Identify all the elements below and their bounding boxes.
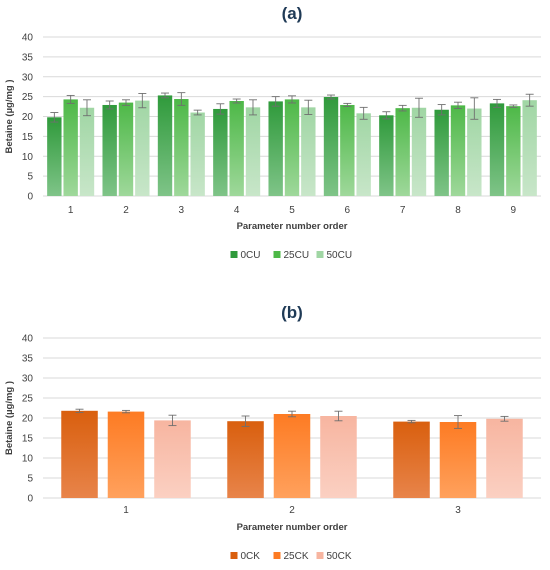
- y-tick-label: 5: [27, 172, 33, 183]
- bar-0CU-3: [157, 95, 173, 196]
- bar-25CU-5: [284, 99, 300, 196]
- bar-25CU-9: [506, 106, 521, 196]
- bar-50CU-2: [135, 100, 150, 196]
- bar-50CU-5: [301, 107, 316, 196]
- bar-50CU-6: [356, 113, 371, 196]
- bar-50CK-3: [486, 418, 523, 498]
- y-tick-label: 30: [22, 72, 34, 83]
- bar-0CU-7: [379, 115, 394, 196]
- y-tick-label: 0: [27, 192, 33, 203]
- bar-25CU-6: [340, 104, 355, 196]
- y-tick-label: 5: [27, 474, 33, 485]
- y-tick-label: 35: [22, 354, 34, 365]
- bar-50CU-9: [522, 100, 537, 196]
- x-axis-label: Parameter number order: [237, 522, 348, 533]
- x-axis-label: Parameter number order: [237, 221, 348, 232]
- y-tick-label: 40: [22, 334, 34, 345]
- bar-0CU-6: [323, 97, 339, 196]
- x-tick-label: 1: [123, 505, 129, 516]
- bar-25CU-1: [63, 99, 78, 196]
- bar-25CK-1: [107, 411, 145, 498]
- legend: 0CK 25CK 50CK: [230, 551, 352, 562]
- x-tick-label: 1: [68, 205, 74, 216]
- legend-label: 50CU: [327, 250, 353, 261]
- y-axis-label: Betaine (µg/mg ): [4, 79, 15, 153]
- y-tick-label: 25: [22, 92, 34, 103]
- x-tick-label: 5: [289, 205, 295, 216]
- x-tick-label: 2: [123, 205, 129, 216]
- legend: 0CU 25CU 50CU: [230, 250, 353, 261]
- y-axis-label: Betaine (µg/mg ): [4, 381, 15, 455]
- legend-swatch: [230, 552, 238, 559]
- bar-50CK-1: [154, 420, 191, 498]
- bar-0CK-1: [61, 410, 98, 498]
- bar-0CK-3: [393, 421, 430, 498]
- bar-0CU-9: [489, 103, 505, 196]
- bar-0CK-2: [227, 421, 264, 498]
- bar-50CU-4: [245, 107, 261, 196]
- bar-0CU-1: [47, 117, 62, 196]
- y-tick-label: 10: [22, 454, 34, 465]
- y-tick-label: 20: [22, 414, 34, 425]
- bar-0CU-2: [102, 104, 117, 196]
- y-tick-label: 30: [22, 374, 34, 385]
- legend-swatch: [273, 251, 281, 258]
- x-tick-label: 3: [179, 205, 185, 216]
- legend-label: 50CK: [327, 551, 352, 562]
- bar-50CU-7: [411, 107, 427, 196]
- y-tick-label: 20: [22, 112, 34, 123]
- x-tick-label: 3: [455, 505, 461, 516]
- bar-25CU-7: [395, 108, 410, 196]
- chart-panel-a: (a) 0 5 10 15 20 25 30 35 40 Betaine (µg/mg ) 1 2 3 4 5…: [4, 4, 541, 261]
- legend-swatch: [316, 251, 324, 258]
- x-tick-label: 2: [289, 505, 295, 516]
- y-tick-label: 25: [22, 394, 34, 405]
- y-tick-label: 15: [22, 132, 34, 143]
- y-tick-label: 40: [22, 33, 34, 44]
- bar-25CU-3: [174, 99, 189, 196]
- bar-0CU-4: [213, 108, 228, 196]
- bar-50CU-8: [467, 108, 482, 196]
- bar-25CU-8: [450, 105, 466, 196]
- chart-panel-b: (b) 0 5 10 15 20 25 30 35 40 Betaine (µg/mg ) 1 2 3 Pa…: [4, 303, 541, 562]
- bar-0CU-5: [268, 101, 283, 196]
- y-tick-label: 0: [27, 494, 33, 505]
- x-tick-label: 7: [400, 205, 406, 216]
- legend-swatch: [273, 552, 281, 559]
- legend-label: 0CU: [241, 250, 261, 261]
- legend-swatch: [316, 552, 324, 559]
- y-tick-label: 15: [22, 434, 34, 445]
- bar-50CU-1: [79, 107, 95, 196]
- legend-label: 0CK: [241, 551, 261, 562]
- bar-0CU-8: [434, 109, 449, 196]
- y-tick-label: 10: [22, 152, 34, 163]
- legend-label: 25CU: [284, 250, 310, 261]
- x-tick-label: 4: [234, 205, 240, 216]
- bar-25CK-2: [273, 414, 311, 498]
- chart-title: (b): [281, 303, 303, 322]
- y-tick-label: 35: [22, 52, 34, 63]
- legend-swatch: [230, 251, 238, 258]
- chart-title: (a): [282, 4, 303, 23]
- x-tick-label: 9: [511, 205, 517, 216]
- x-tick-label: 6: [345, 205, 351, 216]
- bar-50CU-3: [190, 112, 205, 196]
- bar-25CU-4: [229, 100, 244, 196]
- x-tick-label: 8: [455, 205, 461, 216]
- bar-25CK-3: [439, 422, 477, 498]
- legend-label: 25CK: [284, 551, 309, 562]
- bar-25CU-2: [118, 102, 134, 196]
- bar-50CK-2: [320, 416, 357, 498]
